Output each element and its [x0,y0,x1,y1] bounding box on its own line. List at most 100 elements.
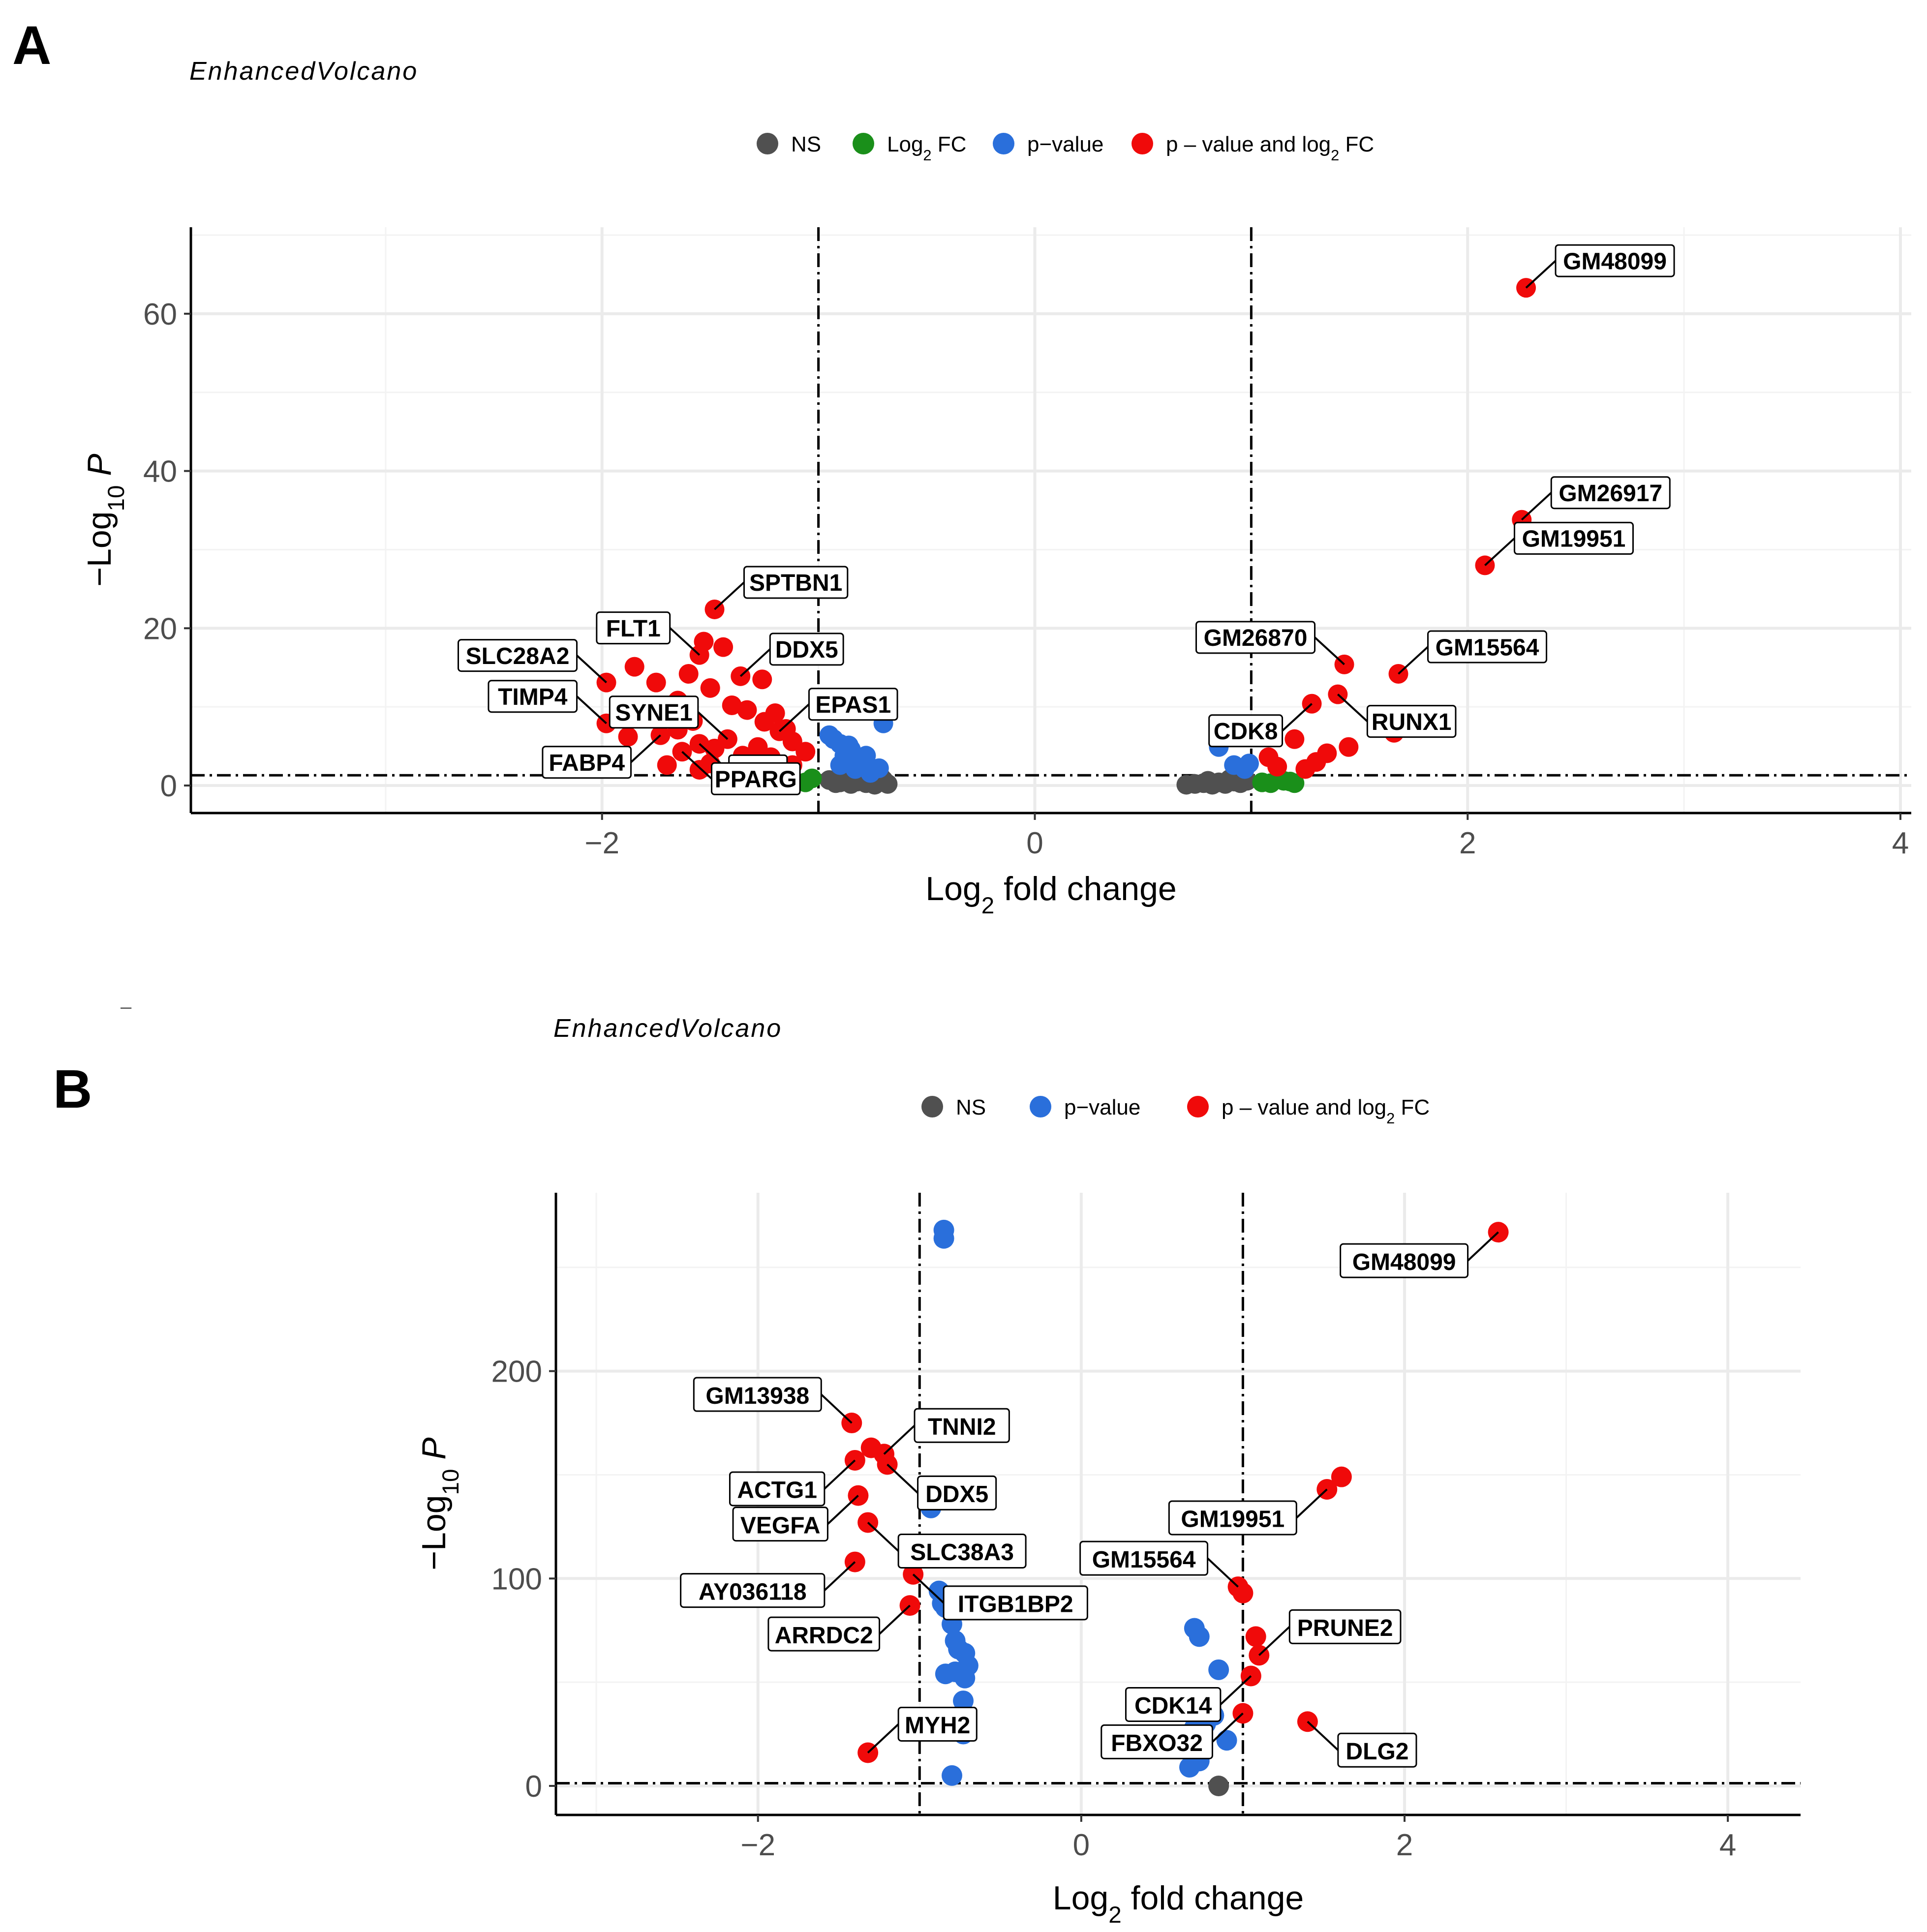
gene-label-cdk14: CDK14 [1134,1693,1212,1719]
gene-label-box-b [693,1377,822,1412]
legend-b-pvalue-swatch [1030,1096,1051,1117]
gene-label-connector-b [912,1573,945,1604]
point-pvalue-b [953,1690,974,1712]
point-ns-b [1208,1775,1229,1796]
gene-label-box-a [609,695,699,729]
subtitle-a: EnhancedVolcano [189,57,418,86]
gene-label-connector-a [1314,636,1345,665]
gene-label-box-a [542,746,632,779]
gene-label-gm19951: GM19951 [1522,526,1626,552]
point-both-b [1245,1626,1266,1647]
gene-label-itgb1bp2: ITGB1BP2 [958,1592,1073,1618]
gene-label-box-b [732,1507,828,1542]
gene-label-syne1: SYNE1 [615,700,692,726]
point-both-a [646,672,666,693]
gene-label-box-a [458,639,578,672]
point-both-a [618,726,638,747]
y-axis-title-b-tail: P [415,1437,453,1469]
stray-mark: – [121,996,132,1018]
point-both-a [700,678,720,698]
point-both-a [1267,756,1287,777]
gene-label-box-a [711,762,801,795]
subtitle-b: EnhancedVolcano [553,1014,782,1043]
y-tick-label-a: 20 [143,612,177,646]
gene-label-connector-a [1337,694,1368,723]
gene-label-connector-b [824,1561,856,1592]
legend-a-NS-label-main: NS [791,132,821,156]
gene-label-box-b [1125,1687,1222,1722]
legend-a-NS-swatch [757,133,778,154]
gene-label-box-b [1168,1500,1297,1536]
point-both-a [624,657,644,677]
point-both-a [713,637,734,657]
gene-label-box-a [769,633,844,666]
point-ns-a [1198,771,1218,791]
gene-label-vegfa: VEGFA [740,1512,821,1539]
gene-label-box-b [1079,1540,1209,1576]
gene-label-box-b [897,1533,1027,1569]
gene-label-connector-a [576,655,607,684]
legend-a: NS Log2 FC p−value p – value and log2 FC [757,132,1374,164]
legend-a-pvalue-label: p−value [1027,132,1103,156]
legend-a-NS-label: NS [791,132,821,156]
point-pvalue-b [942,1765,962,1786]
x-axis-title-b-tail: fold change [1122,1879,1304,1917]
gene-label-connector-b [1467,1231,1499,1262]
point-both-a [765,703,785,723]
y-tick-label-b: 0 [525,1770,542,1804]
gene-label-connector-a [779,703,810,732]
gene-label-actg1: ACTG1 [737,1478,817,1504]
gene-label-box-a [1427,630,1548,664]
gene-label-connector-a [1525,260,1557,289]
gene-label-box-a [1366,705,1457,738]
gene-label-connector-a [739,648,771,677]
point-pvalue-b [933,1228,954,1249]
gene-label-connector-b [1307,1721,1339,1751]
y-axis-title-a-sub: 10 [103,485,129,512]
gene-label-connector-a [576,695,607,724]
point-pvalue-a [860,763,881,783]
x-axis-title-a-tail: fold change [994,870,1177,907]
y-tick-label-b: 200 [491,1355,542,1389]
gene-label-tnni2: TNNI2 [928,1414,996,1440]
gene-label-gm15564: GM15564 [1436,634,1539,661]
gene-label-gm19951: GM19951 [1181,1507,1285,1533]
gene-label-gm26870: GM26870 [1204,625,1308,651]
point-both-a [795,742,816,762]
legend-a-Log2FC-label-main: Log [887,132,923,156]
point-ns-a [819,770,839,790]
point-both-a [722,695,742,715]
legend-b-both-label-sub: 2 [1386,1110,1395,1127]
x-axis-title-a: Log2 fold change [925,870,1176,919]
gene-label-dlg2: DLG2 [1346,1739,1408,1765]
point-both-b [1331,1466,1352,1487]
legend-a-both-swatch [1132,133,1153,154]
legend-a-Log2FC-label-tail: FC [932,132,967,156]
point-both-a [752,669,772,690]
y-axis-title-b-sub: 10 [438,1469,464,1495]
gene-label-box-b [680,1573,826,1608]
x-tick-label-b: 2 [1396,1828,1413,1862]
gene-label-box-a [488,680,578,713]
gene-label-box-a [1195,621,1316,654]
gene-label-box-b [1340,1243,1469,1278]
panel-letter-b: B [53,1059,92,1119]
gene-label-box-a [743,566,849,599]
point-both-a [1317,743,1337,763]
point-pvalue-a [830,755,850,775]
gene-label-connector-b [824,1459,856,1490]
panel-b: B EnhancedVolcano NS p−value p – value and… [53,1014,1801,1928]
gene-label-fbxo32: FBXO32 [1111,1730,1203,1756]
gene-label-box-a [1208,714,1284,748]
gene-label-sptbn1: SPTBN1 [749,570,842,596]
x-axis-title-b-main: Log [1053,1879,1108,1917]
gene-label-connector-a [1484,537,1515,566]
panel-letter-a: A [12,15,51,76]
legend-b-both-label-main: p – value and log [1222,1095,1386,1119]
panel-a: A EnhancedVolcano NS Log2 FC p−value p – va… [12,15,1911,919]
gene-label-box-a [1513,521,1634,555]
point-pvalue-b [935,1663,956,1685]
gene-label-connector-b [879,1604,911,1635]
gene-label-box-a [596,611,671,645]
